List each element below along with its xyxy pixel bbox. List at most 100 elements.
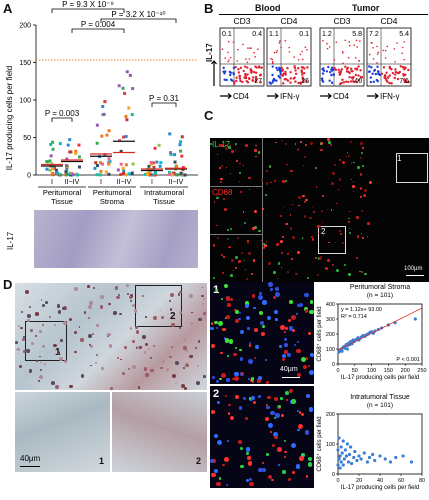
- stain-speck: [87, 305, 92, 309]
- d-zoom-box-2: [135, 285, 182, 327]
- event-dot: [227, 40, 230, 43]
- stain-speck: [307, 456, 312, 461]
- stain-speck: [170, 293, 175, 297]
- stain-speck: [292, 203, 294, 206]
- stain-speck: [296, 148, 300, 151]
- event-dot: [376, 45, 378, 48]
- stain-speck: [240, 225, 242, 227]
- stain-speck: [309, 370, 314, 376]
- event-dot: [253, 51, 256, 54]
- event-dot: [271, 65, 274, 68]
- stain-speck: [248, 341, 251, 345]
- stain-speck: [246, 315, 251, 320]
- stain-speck: [96, 324, 100, 328]
- stain-speck: [274, 416, 277, 420]
- stain-speck: [80, 374, 84, 378]
- stain-speck: [189, 322, 193, 326]
- data-point: [100, 162, 104, 166]
- stain-speck: [290, 258, 294, 261]
- stain-speck: [243, 259, 246, 261]
- stain-speck: [265, 182, 269, 185]
- stain-speck: [201, 286, 204, 289]
- stain-speck: [210, 142, 212, 145]
- stain-speck: [214, 433, 219, 438]
- stain-speck: [226, 237, 228, 240]
- y-tick-label: 300: [326, 317, 335, 323]
- event-dot: [376, 65, 379, 68]
- data-point: [51, 167, 55, 171]
- stain-speck: [338, 178, 342, 181]
- x-tick-label: 200: [401, 368, 410, 374]
- event-dot: [340, 68, 344, 71]
- stain-speck: [233, 352, 237, 357]
- x-tick-label: 80: [419, 478, 425, 484]
- stain-speck: [28, 369, 33, 373]
- event-dot: [345, 80, 348, 83]
- data-point: [56, 171, 60, 175]
- stain-speck: [183, 338, 187, 341]
- stain-speck: [262, 300, 267, 305]
- stain-speck: [272, 432, 278, 438]
- event-dot: [229, 71, 233, 75]
- stain-speck: [88, 334, 92, 338]
- stain-speck: [310, 142, 313, 145]
- stain-speck: [135, 330, 140, 335]
- stain-speck: [219, 167, 221, 170]
- scatter-point: [394, 455, 398, 460]
- data-point: [74, 149, 78, 153]
- scatter-point: [401, 454, 405, 458]
- stain-speck: [57, 310, 62, 314]
- stain-speck: [90, 364, 93, 367]
- event-dot: [368, 53, 371, 56]
- stain-speck: [224, 394, 227, 398]
- stain-speck: [267, 282, 273, 287]
- scatter-point: [413, 317, 417, 321]
- event-dot: [241, 80, 244, 84]
- flow-col-head: CD4: [380, 16, 397, 26]
- stain-speck: [201, 294, 204, 298]
- flow-x-label: CD4: [333, 92, 350, 101]
- stain-speck: [108, 302, 111, 306]
- flow-col-head: CD3: [233, 16, 250, 26]
- stain-speck: [262, 246, 265, 249]
- stain-speck: [241, 371, 245, 375]
- stain-speck: [27, 319, 30, 322]
- event-dot: [249, 47, 251, 49]
- fluor-inset-2: 2: [210, 386, 314, 488]
- event-dot: [276, 68, 279, 72]
- stain-speck: [257, 294, 263, 300]
- data-point: [122, 169, 126, 173]
- stain-speck: [304, 309, 309, 313]
- event-dot: [289, 81, 292, 84]
- stain-speck: [248, 397, 251, 400]
- stain-speck: [237, 236, 240, 240]
- stain-speck: [267, 474, 272, 480]
- stain-speck: [74, 287, 79, 292]
- event-dot: [297, 59, 300, 61]
- stain-speck: [180, 383, 185, 388]
- stain-speck: [216, 482, 221, 487]
- stain-speck: [304, 430, 310, 435]
- event-dot: [352, 80, 355, 83]
- stain-speck: [99, 305, 103, 309]
- flow-x-label: IFN-γ: [380, 92, 400, 101]
- stain-speck: [330, 208, 333, 211]
- stain-speck: [285, 223, 287, 226]
- event-dot: [223, 78, 226, 81]
- stain-speck: [296, 304, 300, 308]
- x-arrow-icon: [320, 93, 332, 99]
- event-dot: [356, 46, 358, 48]
- data-point: [170, 173, 174, 177]
- quad-ur: 5.4: [399, 31, 409, 38]
- data-point: [49, 154, 53, 158]
- event-dot: [285, 78, 288, 81]
- event-dot: [271, 62, 274, 64]
- data-point: [65, 164, 69, 168]
- event-dot: [259, 73, 263, 76]
- y-axis-label: IL-17 producing cells per field: [5, 66, 14, 171]
- event-dot: [369, 76, 373, 79]
- stain-speck: [340, 233, 342, 235]
- stain-speck: [260, 239, 262, 241]
- stain-speck: [300, 141, 302, 144]
- stain-speck: [291, 399, 296, 404]
